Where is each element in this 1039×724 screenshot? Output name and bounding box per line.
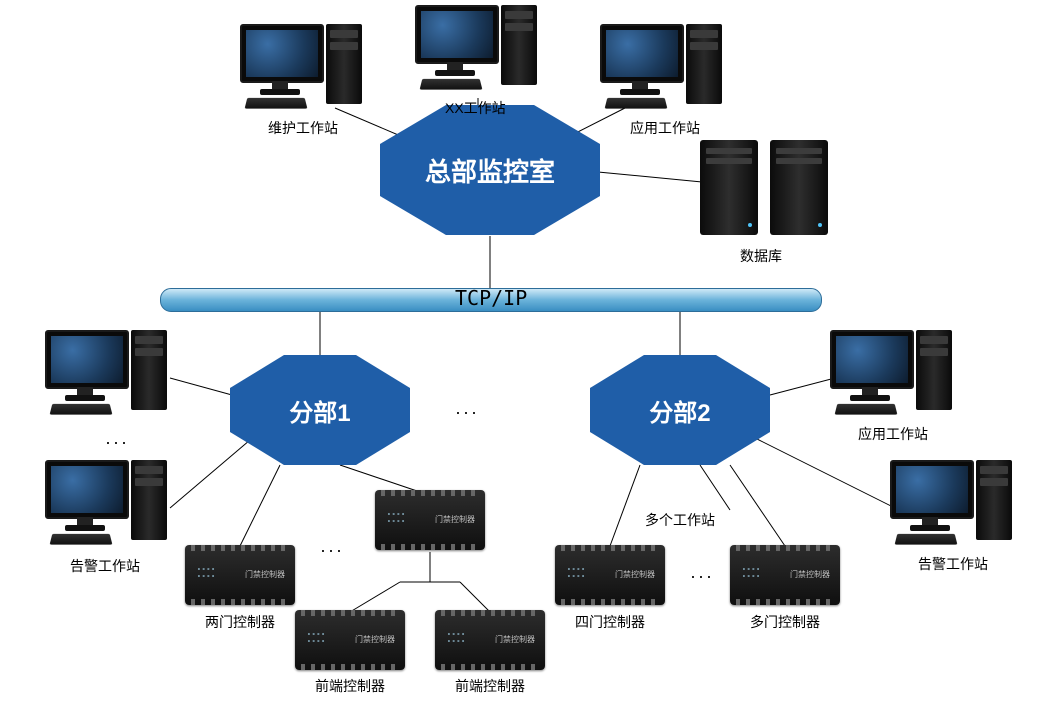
- ellipsis-1: ···: [105, 432, 129, 453]
- label-front-right: 前端控制器: [455, 676, 525, 696]
- label-database: 数据库: [740, 246, 782, 266]
- workstation-alarm-right: [890, 460, 1020, 550]
- workstation-b1a: [45, 330, 175, 420]
- workstation-xx: [415, 5, 545, 95]
- workstation-app-top: [600, 24, 730, 114]
- ellipsis-3: ···: [690, 566, 714, 587]
- controller-four-door: ∘∘∘∘∘∘∘∘门禁控制器: [555, 545, 665, 605]
- label-four-door: 四门控制器: [575, 612, 645, 632]
- controller-multi-door: ∘∘∘∘∘∘∘∘门禁控制器: [730, 545, 840, 605]
- database-servers: [700, 140, 840, 240]
- node-hq-label: 总部监控室: [425, 152, 555, 189]
- workstation-maintenance: [240, 24, 370, 114]
- controller-front-right: ∘∘∘∘∘∘∘∘门禁控制器: [435, 610, 545, 670]
- label-alarm-left: 告警工作站: [70, 556, 140, 576]
- label-multi-ws: 多个工作站: [645, 510, 715, 530]
- label-two-door: 两门控制器: [205, 612, 275, 632]
- node-hq: 总部监控室: [380, 105, 600, 235]
- workstation-alarm-left: [45, 460, 175, 550]
- label-multi-door: 多门控制器: [750, 612, 820, 632]
- node-branch1-label: 分部1: [289, 393, 350, 428]
- ellipsis-2: ···: [320, 540, 344, 561]
- label-front-left: 前端控制器: [315, 676, 385, 696]
- tcpip-label: TCP/IP: [455, 286, 527, 310]
- controller-two-door: ∘∘∘∘∘∘∘∘门禁控制器: [185, 545, 295, 605]
- workstation-app-right: [830, 330, 960, 420]
- label-xx: XX工作站: [445, 98, 506, 118]
- node-branch2-label: 分部2: [649, 393, 710, 428]
- node-branch2: 分部2: [590, 355, 770, 465]
- ellipsis-0: ···: [455, 402, 479, 423]
- controller-front-left: ∘∘∘∘∘∘∘∘门禁控制器: [295, 610, 405, 670]
- label-alarm-right: 告警工作站: [918, 554, 988, 574]
- node-branch1: 分部1: [230, 355, 410, 465]
- label-app-top: 应用工作站: [630, 118, 700, 138]
- controller-mid-top: ∘∘∘∘∘∘∘∘门禁控制器: [375, 490, 485, 550]
- label-maintenance: 维护工作站: [268, 118, 338, 138]
- diagram-stage: { "type": "network-topology", "backgroun…: [0, 0, 1039, 724]
- label-app-right: 应用工作站: [858, 424, 928, 444]
